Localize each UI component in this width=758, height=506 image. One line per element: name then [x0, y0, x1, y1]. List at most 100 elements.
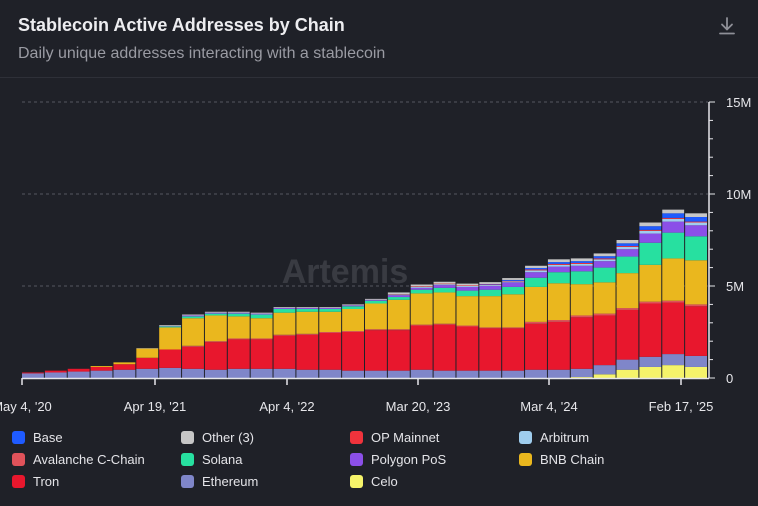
- bar-segment: [250, 313, 273, 315]
- bar-segment: [639, 301, 662, 304]
- bar-segment: [159, 367, 182, 378]
- bar-segment: [502, 328, 525, 371]
- bar-segment: [593, 374, 616, 378]
- legend-item[interactable]: Ethereum: [181, 474, 258, 489]
- bar-segment: [639, 230, 662, 234]
- bar-segment: [365, 329, 387, 331]
- y-axis: 0 5M 10M 15M: [708, 95, 751, 386]
- bar-segment: [502, 370, 525, 378]
- bar-segment: [433, 324, 456, 371]
- legend-item[interactable]: Avalanche C-Chain: [12, 452, 145, 467]
- bar-segment: [433, 323, 456, 325]
- bar-segment: [479, 283, 502, 285]
- legend-item[interactable]: Celo: [350, 474, 398, 489]
- bar-segment: [365, 370, 387, 378]
- bar-segment: [387, 330, 410, 371]
- y-tick-label: 10M: [726, 187, 751, 202]
- bar-segment: [113, 369, 136, 378]
- legend-item[interactable]: Base: [12, 430, 63, 445]
- legend-swatch: [350, 475, 363, 488]
- bar-segment: [456, 286, 479, 287]
- bar-segment: [204, 312, 227, 314]
- bar-segment: [616, 308, 639, 310]
- bar-segment: [456, 285, 479, 286]
- bar-segment: [662, 354, 685, 366]
- legend-item[interactable]: Polygon PoS: [350, 452, 446, 467]
- bar-segment: [342, 304, 364, 306]
- bar-segment: [159, 349, 182, 368]
- bar-segment: [136, 368, 159, 378]
- bar-segment: [639, 226, 662, 230]
- bar-segment: [525, 272, 547, 278]
- legend-label: Tron: [33, 474, 60, 489]
- bar-segment: [685, 355, 707, 367]
- legend-item[interactable]: Arbitrum: [519, 430, 589, 445]
- bar-segment: [159, 326, 182, 328]
- legend-swatch: [519, 431, 532, 444]
- bar-segment: [410, 287, 433, 290]
- bar-segment: [570, 263, 593, 264]
- bar-segment: [502, 279, 525, 281]
- bar-segment: [502, 278, 525, 280]
- legend-item[interactable]: Other (3): [181, 430, 254, 445]
- bar-segment: [90, 366, 113, 367]
- bar-segment: [685, 222, 707, 226]
- bar-segment: [593, 282, 616, 314]
- bar-segment: [387, 294, 410, 296]
- legend-item[interactable]: Tron: [12, 474, 59, 489]
- bar-segment: [525, 265, 547, 268]
- bar-segment: [502, 294, 525, 328]
- bar-segment: [525, 323, 547, 370]
- bar-segment: [547, 369, 570, 378]
- bar-segment: [593, 315, 616, 366]
- bar-segment: [227, 368, 250, 378]
- bar-segment: [616, 273, 639, 309]
- download-icon[interactable]: [716, 15, 738, 37]
- legend-swatch: [12, 431, 25, 444]
- bar-segment: [433, 287, 456, 293]
- bar-segment: [547, 320, 570, 322]
- bar-segment: [296, 369, 319, 378]
- bar-segment: [273, 335, 296, 369]
- bar-segment: [67, 368, 90, 372]
- bar-segment: [456, 325, 479, 327]
- legend-item[interactable]: BNB Chain: [519, 452, 604, 467]
- bar-segment: [593, 253, 616, 257]
- legend-label: Ethereum: [202, 474, 259, 489]
- x-tick-label: Apr 4, '22: [259, 399, 314, 414]
- bar-segment: [342, 332, 364, 371]
- bar-segment: [639, 264, 662, 302]
- legend-swatch: [12, 475, 25, 488]
- bar-segment: [44, 372, 67, 378]
- bar-segment: [502, 280, 525, 282]
- bar-segment: [685, 221, 707, 223]
- bar-segment: [204, 313, 227, 316]
- bar-segment: [182, 314, 204, 316]
- bar-segment: [685, 306, 707, 356]
- legend-item[interactable]: Solana: [181, 452, 242, 467]
- bar-segment: [456, 370, 479, 378]
- bar-segment: [250, 338, 273, 340]
- bar-segment: [525, 267, 547, 270]
- bar-segment: [570, 258, 593, 262]
- bar-segment: [547, 263, 570, 265]
- bar-segment: [593, 267, 616, 283]
- bar-segment: [433, 281, 456, 284]
- legend-label: Avalanche C-Chain: [33, 452, 145, 467]
- bar-segment: [319, 308, 342, 309]
- bar-segment: [547, 266, 570, 273]
- bar-segment: [479, 285, 502, 286]
- legend-swatch: [181, 475, 194, 488]
- bar-segment: [685, 304, 707, 307]
- legend-item[interactable]: OP Mainnet: [350, 430, 439, 445]
- bar-segment: [662, 232, 685, 259]
- bar-segment: [525, 270, 547, 273]
- bar-segment: [250, 318, 273, 339]
- y-tick-label: 15M: [726, 95, 751, 110]
- bar-segment: [387, 370, 410, 378]
- bar-segment: [479, 286, 502, 290]
- bar-segment: [570, 271, 593, 285]
- bar-segment: [296, 334, 319, 370]
- bar-segment: [662, 221, 685, 233]
- bar-segment: [273, 308, 296, 309]
